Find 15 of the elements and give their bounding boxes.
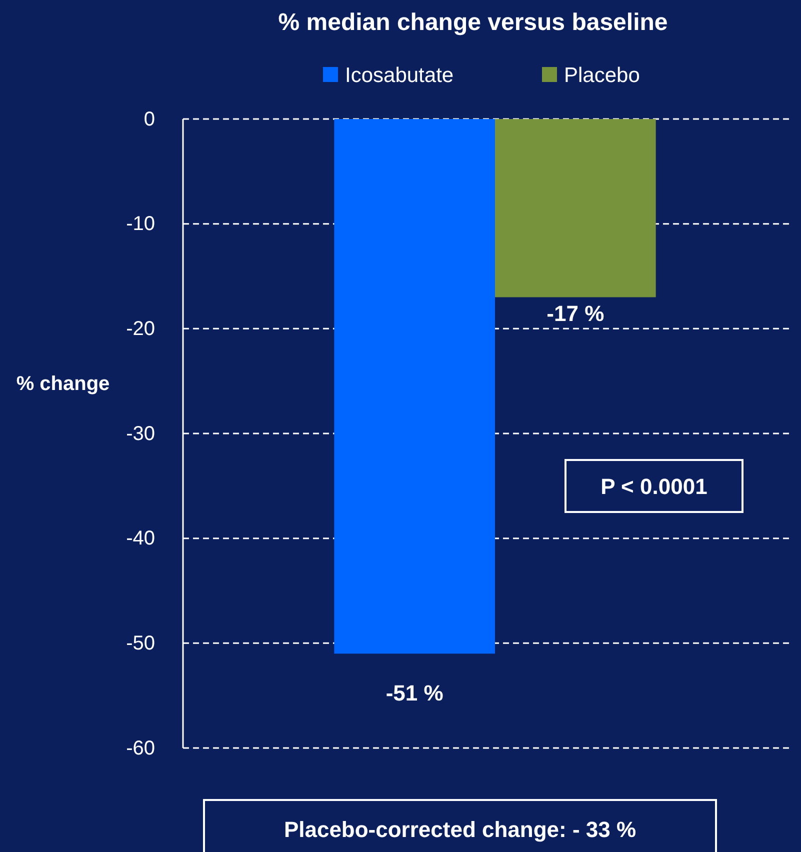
y-tick-label: -40: [126, 528, 155, 550]
y-tick-label: -60: [126, 737, 155, 760]
legend-label: Placebo: [564, 64, 640, 87]
y-axis-title: % change: [16, 373, 110, 395]
y-tick-label: -50: [126, 632, 155, 655]
y-tick-label: -20: [126, 318, 155, 340]
chart-title: % median change versus baseline: [278, 9, 668, 36]
y-tick-label: -10: [126, 213, 155, 236]
y-tick-label: 0: [144, 108, 155, 130]
data-label: -51 %: [386, 680, 444, 706]
data-label: -17 %: [546, 301, 604, 326]
text: Placebo-corrected change: - 33 %: [284, 817, 636, 842]
y-tick-label: -30: [126, 422, 155, 445]
annotation: P < 0.0001: [600, 474, 708, 499]
legend-label: Icosabutate: [345, 64, 454, 87]
